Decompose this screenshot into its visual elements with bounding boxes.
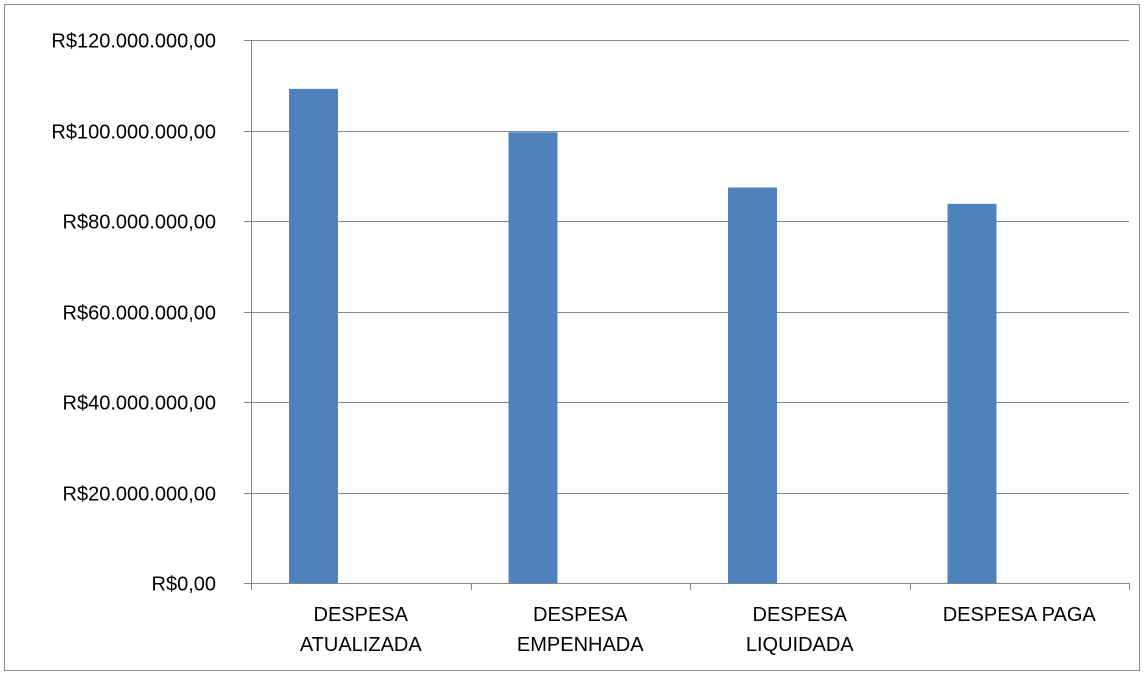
y-tick-label: R$40.000.000,00	[63, 393, 216, 415]
x-tick-label-line: DESPESA PAGA	[943, 604, 1097, 626]
bar	[289, 88, 338, 584]
x-tick-label-line: DESPESA	[753, 604, 848, 626]
bar	[947, 203, 997, 583]
y-tick-label: R$60.000.000,00	[63, 303, 216, 325]
x-tick-label-line: DESPESA	[314, 604, 409, 626]
x-tick-label-line: ATUALIZADA	[300, 634, 423, 656]
y-tick-label: R$100.000.000,00	[51, 122, 216, 144]
bar	[728, 187, 777, 583]
x-tick-label-line: DESPESA	[533, 604, 628, 626]
x-tick-label: DESPESA PAGA	[943, 604, 1097, 626]
y-tick-label: R$80.000.000,00	[63, 212, 216, 234]
y-axis-tick-labels: R$0,00 R$20.000.000,00 R$40.000.000,00 R$60…	[51, 31, 216, 596]
x-tick-label-line: EMPENHADA	[517, 634, 644, 656]
bar	[508, 132, 558, 583]
y-tick-label: R$0,00	[152, 574, 217, 596]
y-tick-label: R$120.000.000,00	[51, 31, 216, 53]
x-tick-label: DESPESA EMPENHADA	[517, 604, 644, 656]
x-tick-label-line: LIQUIDADA	[746, 634, 854, 656]
axes	[244, 40, 1130, 590]
x-tick-label: DESPESA ATUALIZADA	[300, 604, 423, 656]
bars	[289, 88, 997, 584]
x-tick-label: DESPESA LIQUIDADA	[746, 604, 854, 656]
y-tick-label: R$20.000.000,00	[63, 484, 216, 506]
